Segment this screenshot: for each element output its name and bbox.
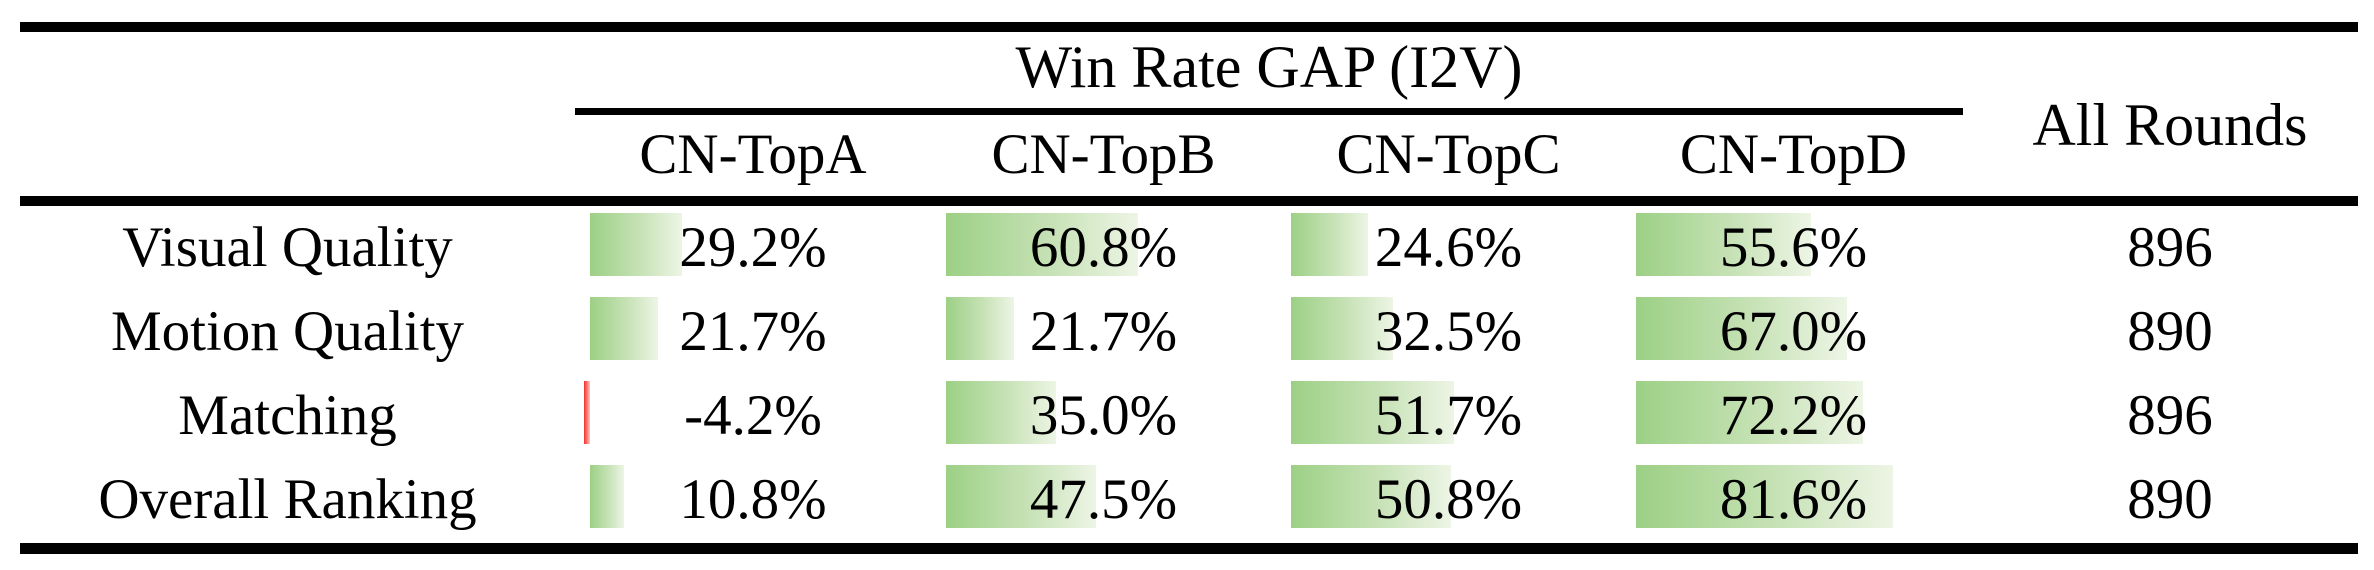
group-header-title: Win Rate GAP (I2V) xyxy=(1015,34,1523,100)
data-bar xyxy=(590,465,624,528)
cell-value: 35.0% xyxy=(1029,384,1178,447)
data-cell: 47.5% xyxy=(931,458,1276,542)
data-bar xyxy=(946,213,1138,276)
data-bar xyxy=(1291,465,1451,528)
data-bar xyxy=(1636,381,1863,444)
data-bar xyxy=(1636,297,1847,360)
data-bar xyxy=(946,381,1056,444)
cell-value: -4.2% xyxy=(684,384,822,447)
data-cell: 29.2% xyxy=(575,206,931,290)
row-label-matching: Matching xyxy=(178,384,397,447)
all-rounds-value: 896 xyxy=(2127,216,2213,279)
data-cell: 10.8% xyxy=(575,458,931,542)
data-bar xyxy=(590,213,682,276)
data-cell: 21.7% xyxy=(575,290,931,374)
data-bar xyxy=(1636,465,1893,528)
cell-value: 72.2% xyxy=(1719,384,1868,447)
table-row: Overall Ranking 10.8% 47.5% 50.8% 81.6% … xyxy=(0,458,2374,542)
data-bar xyxy=(946,297,1014,360)
data-cell: -4.2% xyxy=(575,374,931,458)
data-cell: 67.0% xyxy=(1621,290,1966,374)
cell-value: 32.5% xyxy=(1374,300,1523,363)
cell-value: 29.2% xyxy=(679,216,827,279)
data-cell: 81.6% xyxy=(1621,458,1966,542)
cell-value: 60.8% xyxy=(1029,216,1178,279)
cell-value: 21.7% xyxy=(679,300,827,363)
cell-value: 24.6% xyxy=(1374,216,1523,279)
cell-value: 10.8% xyxy=(679,468,827,531)
data-cell: 72.2% xyxy=(1621,374,1966,458)
column-header-cn-topc: CN-TopC xyxy=(1336,123,1561,186)
data-bar xyxy=(1636,213,1811,276)
all-rounds-value: 890 xyxy=(2127,468,2213,531)
all-rounds-value: 890 xyxy=(2127,300,2213,363)
data-bar xyxy=(590,297,658,360)
table-row: Visual Quality 29.2% 60.8% 24.6% 55.6% 8… xyxy=(0,206,2374,290)
cell-value: 67.0% xyxy=(1719,300,1868,363)
cell-value: 47.5% xyxy=(1029,468,1178,531)
cell-value: 51.7% xyxy=(1374,384,1523,447)
cell-value: 55.6% xyxy=(1719,216,1868,279)
row-label-overall-ranking: Overall Ranking xyxy=(98,468,477,531)
all-rounds-value: 896 xyxy=(2127,384,2213,447)
cell-value: 21.7% xyxy=(1029,300,1178,363)
data-cell: 24.6% xyxy=(1276,206,1621,290)
group-header-underline xyxy=(575,108,1963,115)
column-header-cn-topd: CN-TopD xyxy=(1679,123,1908,186)
data-cell: 60.8% xyxy=(931,206,1276,290)
data-cell: 55.6% xyxy=(1621,206,1966,290)
cell-value: 50.8% xyxy=(1374,468,1523,531)
data-bar xyxy=(1291,381,1454,444)
cell-value: 81.6% xyxy=(1719,468,1868,531)
data-bar xyxy=(1291,213,1368,276)
data-bar xyxy=(1291,297,1393,360)
data-cell: 50.8% xyxy=(1276,458,1621,542)
all-rounds-column-header: All Rounds xyxy=(2032,92,2308,158)
data-cell: 35.0% xyxy=(931,374,1276,458)
row-label-motion-quality: Motion Quality xyxy=(110,300,465,363)
column-header-cn-topa: CN-TopA xyxy=(639,123,867,186)
table-row: Matching -4.2% 35.0% 51.7% 72.2% 896 xyxy=(0,374,2374,458)
row-label-visual-quality: Visual Quality xyxy=(122,216,453,279)
column-header-cn-topb: CN-TopB xyxy=(991,123,1216,186)
data-cell: 51.7% xyxy=(1276,374,1621,458)
data-cell: 21.7% xyxy=(931,290,1276,374)
header-body-rule xyxy=(20,196,2358,206)
data-bar xyxy=(946,465,1096,528)
table-row: Motion Quality 21.7% 21.7% 32.5% 67.0% 8… xyxy=(0,290,2374,374)
top-rule xyxy=(20,22,2358,32)
data-bar-negative xyxy=(584,381,590,444)
bottom-rule xyxy=(20,543,2358,554)
data-cell: 32.5% xyxy=(1276,290,1621,374)
